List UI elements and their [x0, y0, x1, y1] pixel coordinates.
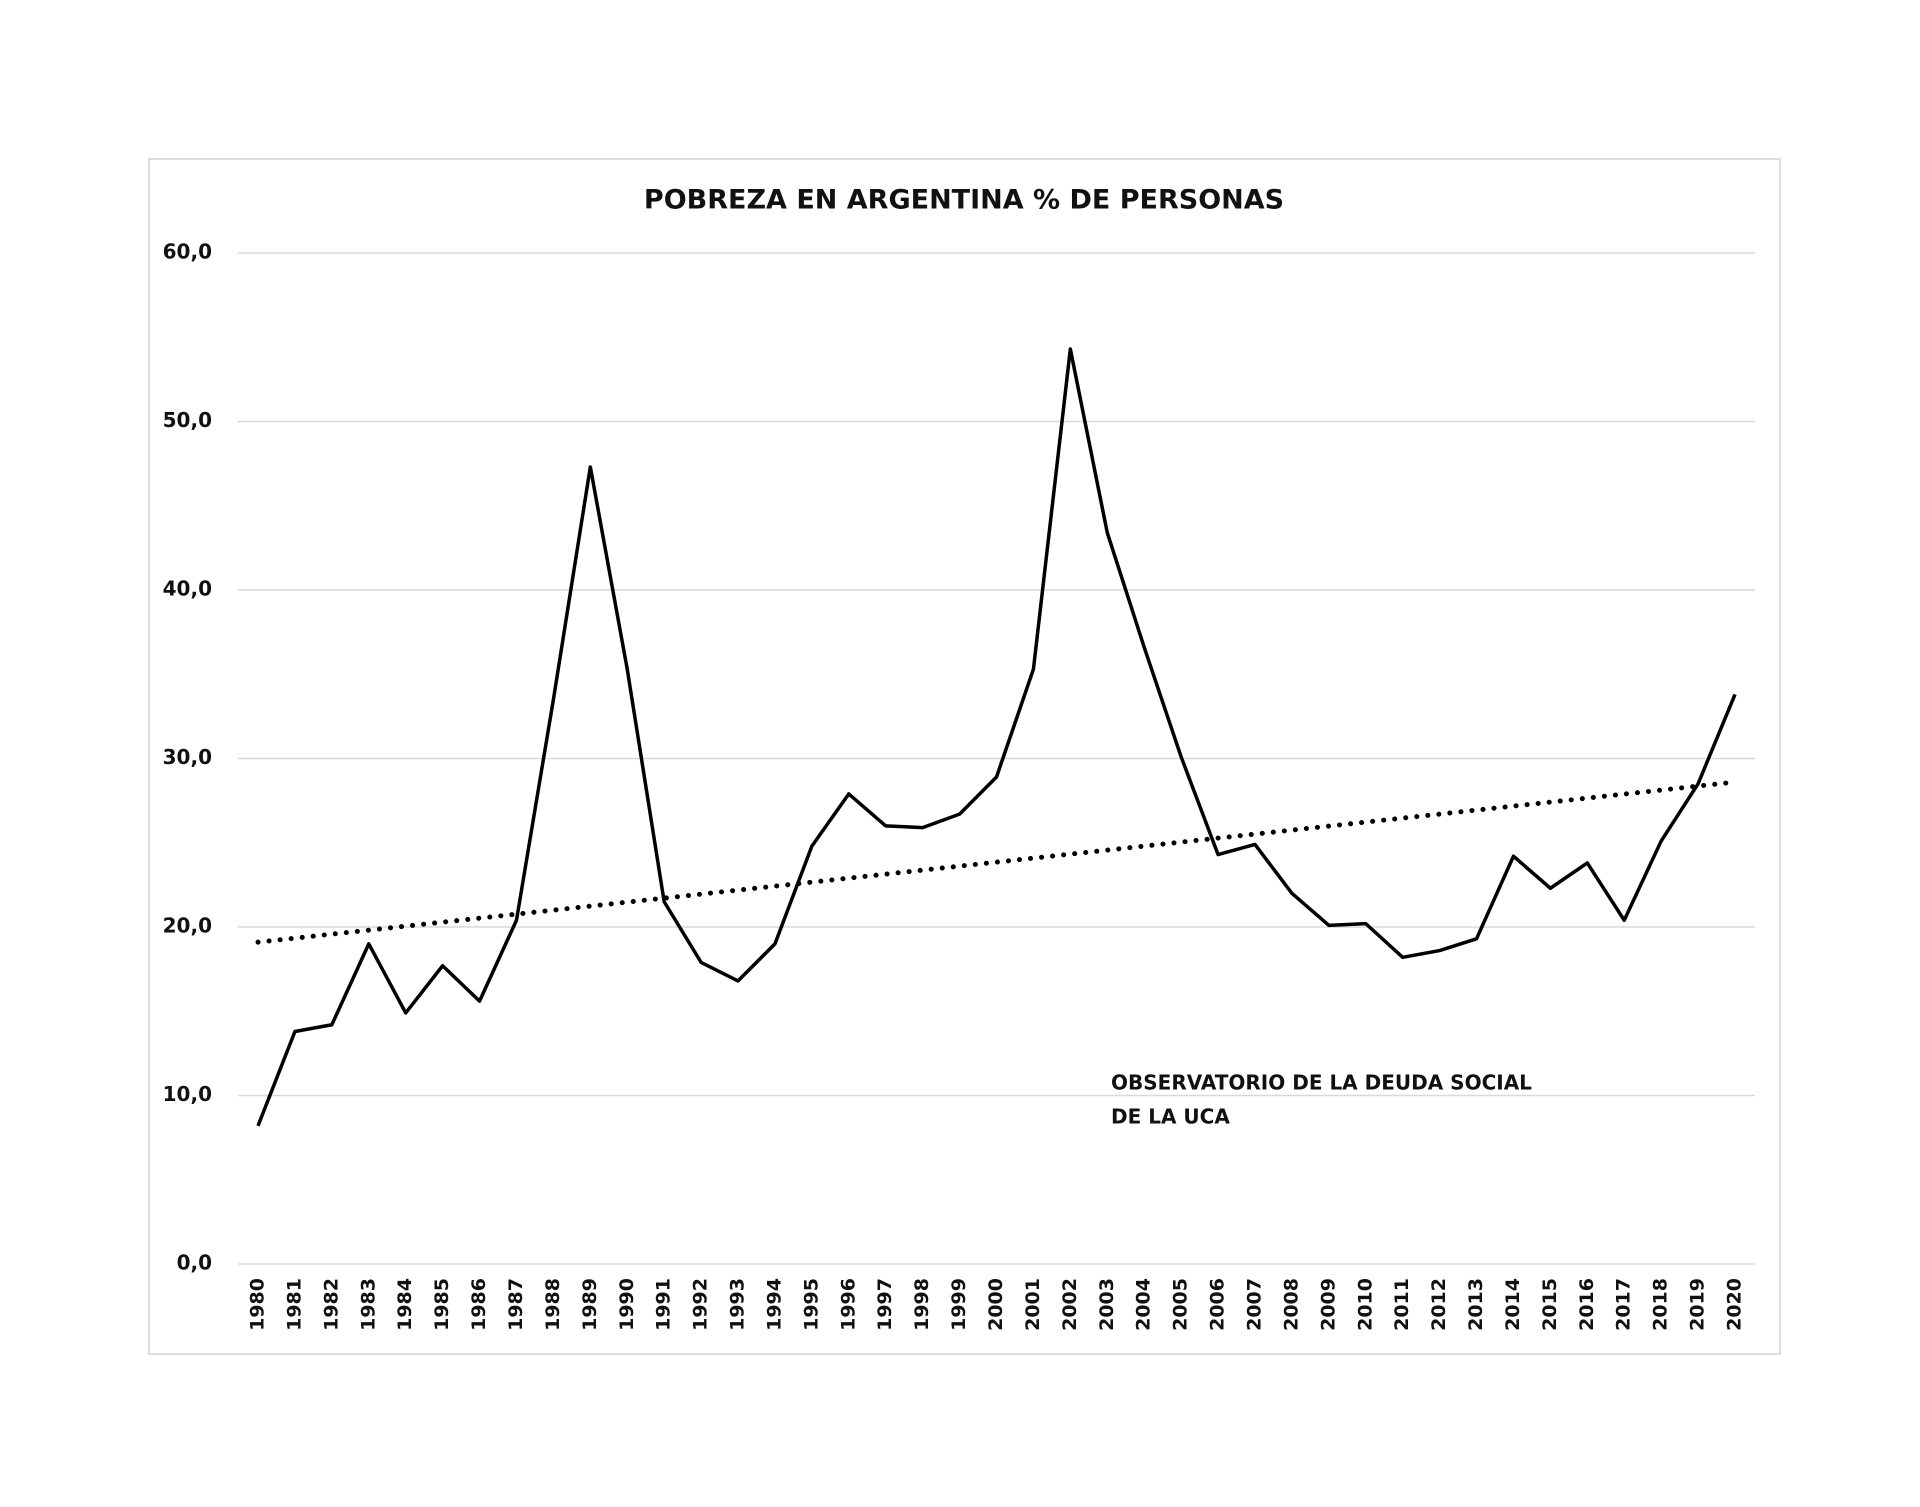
x-tick-label: 1981 [283, 1278, 305, 1331]
x-tick-label: 2015 [1539, 1278, 1561, 1331]
x-tick-label: 1983 [357, 1278, 379, 1331]
x-tick-label: 1999 [948, 1278, 970, 1331]
x-tick-label: 1984 [394, 1278, 416, 1331]
x-tick-label: 2011 [1391, 1278, 1413, 1331]
y-tick-label: 0,0 [177, 1251, 212, 1275]
x-tick-label: 1988 [542, 1278, 564, 1331]
y-tick-label: 20,0 [163, 914, 212, 938]
data-line [256, 347, 1737, 1127]
x-tick-label: 2008 [1280, 1278, 1302, 1331]
x-tick-label: 1997 [874, 1278, 896, 1331]
x-tick-label: 1985 [431, 1278, 453, 1331]
trend-line [255, 779, 1738, 945]
x-tick-label: 1982 [320, 1278, 342, 1331]
x-tick-label: 2003 [1096, 1278, 1118, 1331]
x-tick-label: 2017 [1613, 1278, 1635, 1331]
annotation: OBSERVATORIO DE LA DEUDA SOCIAL [1111, 1071, 1532, 1095]
chart-title: POBREZA EN ARGENTINA % DE PERSONAS [644, 185, 1284, 216]
y-tick-label: 30,0 [163, 745, 212, 769]
x-tick-label: 1998 [911, 1278, 933, 1331]
y-tick-label: 10,0 [163, 1082, 212, 1106]
x-tick-label: 2016 [1576, 1278, 1598, 1331]
x-tick-label: 1995 [800, 1278, 822, 1331]
x-tick-label: 1989 [579, 1278, 601, 1331]
x-tick-label: 2019 [1687, 1278, 1709, 1331]
x-tick-label: 2005 [1170, 1278, 1192, 1331]
x-tick-label: 1992 [690, 1278, 712, 1331]
x-tick-label: 1996 [837, 1278, 859, 1331]
y-tick-label: 50,0 [163, 408, 212, 432]
x-tick-label: 1993 [727, 1278, 749, 1331]
x-tick-label: 1991 [653, 1278, 675, 1331]
x-tick-label: 2000 [985, 1278, 1007, 1331]
y-tick-label: 40,0 [163, 577, 212, 601]
x-tick-label: 2013 [1465, 1278, 1487, 1331]
annotation: DE LA UCA [1111, 1105, 1230, 1129]
x-tick-label: 2012 [1428, 1278, 1450, 1331]
x-tick-label: 2009 [1317, 1278, 1339, 1331]
x-tick-label: 1986 [468, 1278, 490, 1331]
x-tick-label: 2018 [1650, 1278, 1672, 1331]
x-tick-label: 2020 [1724, 1278, 1746, 1331]
chart-frame [148, 158, 1781, 1355]
x-tick-label: 1990 [616, 1278, 638, 1331]
x-tick-label: 2002 [1059, 1278, 1081, 1331]
x-tick-label: 2006 [1207, 1278, 1229, 1331]
x-tick-label: 1987 [505, 1278, 527, 1331]
y-tick-label: 60,0 [163, 240, 212, 264]
x-tick-label: 2001 [1022, 1278, 1044, 1331]
x-tick-label: 1994 [763, 1278, 785, 1331]
x-tick-label: 2007 [1243, 1278, 1265, 1331]
x-tick-label: 2010 [1354, 1278, 1376, 1331]
x-tick-label: 2004 [1133, 1278, 1155, 1331]
x-tick-label: 2014 [1502, 1278, 1524, 1331]
x-tick-label: 1980 [247, 1278, 269, 1331]
